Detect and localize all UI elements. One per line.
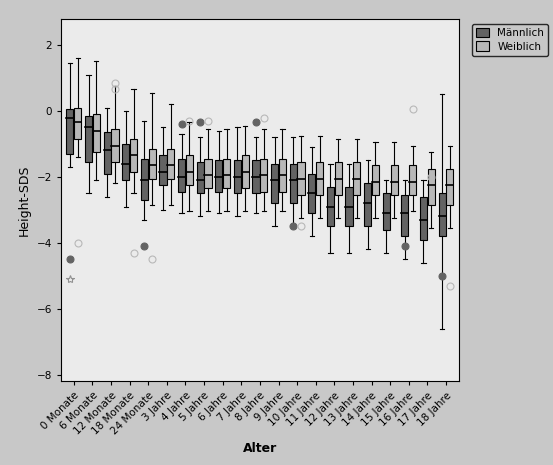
Bar <box>346 187 353 226</box>
Bar <box>186 155 193 185</box>
Bar <box>427 169 435 205</box>
Bar <box>242 155 249 188</box>
Bar <box>197 162 204 193</box>
Bar <box>141 159 148 200</box>
Legend: Männlich, Weiblich: Männlich, Weiblich <box>472 24 548 56</box>
Bar <box>420 197 427 239</box>
Bar <box>234 160 241 193</box>
Bar <box>409 166 416 195</box>
Bar <box>178 159 185 192</box>
Bar <box>383 193 390 230</box>
Bar <box>215 160 222 192</box>
Bar <box>271 164 278 203</box>
Bar <box>66 109 74 154</box>
Bar <box>112 129 118 162</box>
Bar <box>390 166 398 195</box>
Bar <box>298 162 305 195</box>
Bar <box>260 159 267 192</box>
X-axis label: Alter: Alter <box>243 442 277 455</box>
Bar <box>253 160 259 193</box>
Bar <box>205 159 212 188</box>
Bar <box>103 133 111 173</box>
Bar <box>446 169 453 205</box>
Bar <box>167 149 174 179</box>
Bar <box>122 144 129 180</box>
Bar <box>372 166 379 195</box>
Bar <box>316 162 323 195</box>
Bar <box>159 155 166 185</box>
Bar <box>93 114 100 152</box>
Bar <box>279 159 286 192</box>
Bar <box>149 149 156 179</box>
Bar <box>223 159 230 188</box>
Bar <box>401 195 408 236</box>
Bar <box>364 184 371 226</box>
Bar <box>130 139 137 172</box>
Bar <box>335 162 342 195</box>
Bar <box>308 173 315 213</box>
Bar <box>74 107 81 139</box>
Y-axis label: Height-SDS: Height-SDS <box>18 164 31 236</box>
Bar <box>327 187 334 226</box>
Bar <box>439 193 446 236</box>
Bar <box>353 162 361 195</box>
Bar <box>290 164 297 203</box>
Bar <box>85 116 92 162</box>
